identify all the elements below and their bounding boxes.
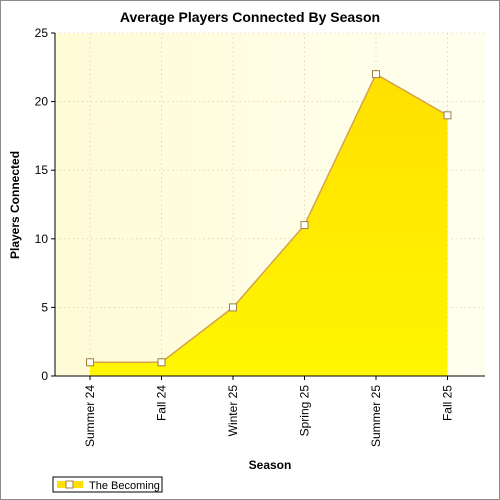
x-tick-label-3: Spring 25 (298, 385, 312, 437)
y-axis-title: Players Connected (8, 151, 22, 259)
y-tick-label-3: 15 (35, 163, 49, 177)
x-tick-label-1: Fall 24 (155, 385, 169, 421)
x-tick-label-2: Winter 25 (226, 385, 240, 437)
data-point-3 (300, 221, 309, 230)
y-tick-label-4: 20 (35, 95, 49, 109)
area-series-the-becoming (90, 74, 448, 376)
series-line-the-becoming (90, 73, 448, 364)
y-tick-label-5: 25 (35, 26, 49, 40)
data-point-5 (443, 111, 452, 120)
y-tick-label-1: 5 (41, 300, 48, 314)
data-markers (86, 70, 452, 367)
data-point-4 (372, 70, 380, 79)
x-tick-label-4: Summer 25 (369, 385, 383, 447)
chart-title: Average Players Connected By Season (120, 9, 380, 25)
data-point-2 (229, 303, 237, 312)
x-tick-labels: Summer 24 Fall 24 Winter 25 Spring 25 Summer… (83, 385, 455, 447)
legend-label: The Becoming (89, 480, 160, 492)
y-tick-labels: 0 5 10 15 20 25 (35, 26, 49, 383)
y-tick-label-0: 0 (41, 369, 48, 383)
x-tick-label-0: Summer 24 (83, 385, 97, 447)
legend-box (52, 476, 163, 493)
x-axis-title: Season (249, 458, 292, 472)
data-point-1 (157, 358, 166, 367)
legend: The Becoming (52, 476, 163, 493)
y-tick-label-2: 10 (35, 232, 49, 246)
axes (51, 32, 485, 380)
legend-marker (65, 480, 74, 489)
x-tick-label-5: Fall 25 (441, 385, 455, 421)
data-point-0 (86, 358, 94, 367)
